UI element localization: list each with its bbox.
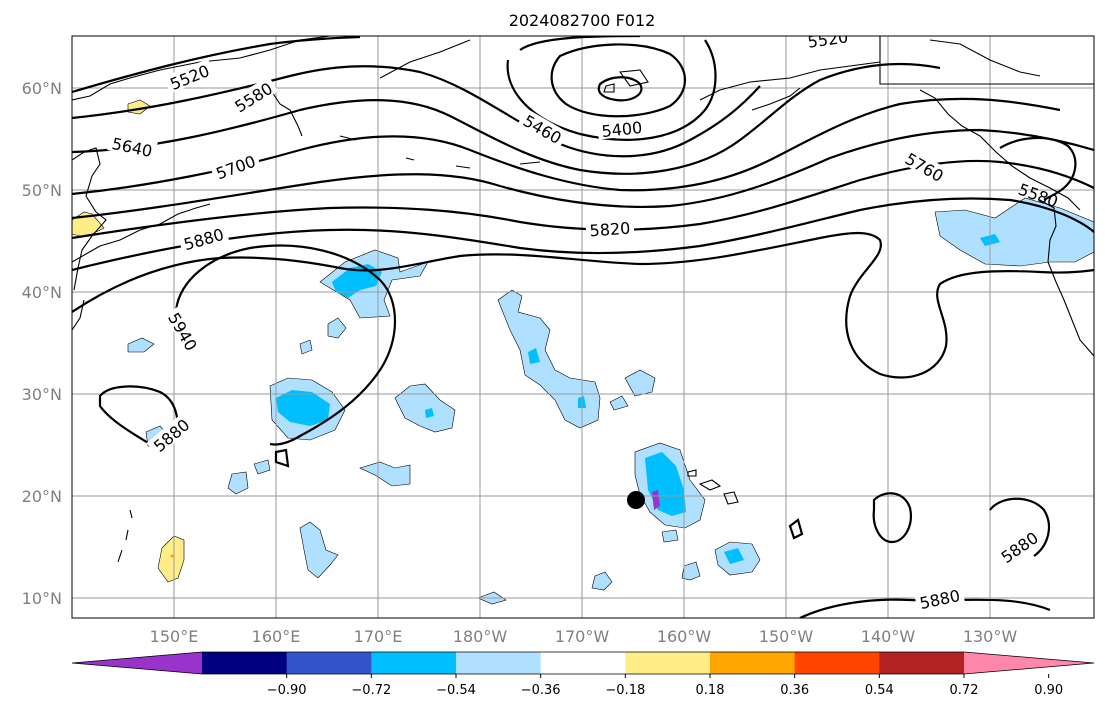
colorbar-bin [371, 652, 457, 674]
colorbar: −0.90 −0.72 −0.54 −0.36 −0.18 0.18 0.36 0.54 0.7… [71, 651, 1095, 698]
colorbar-bin [625, 652, 711, 674]
colorbar-bin [540, 652, 626, 674]
lon-label: 160°W [657, 627, 712, 646]
map-area [72, 36, 1094, 618]
contour-label: 5400 [601, 118, 643, 141]
lon-label: 130°W [963, 627, 1018, 646]
colorbar-tick-label: −0.72 [351, 683, 391, 698]
colorbar-outline [71, 651, 1095, 675]
colorbar-bin [286, 652, 372, 674]
lat-label: 50°N [22, 181, 62, 200]
coastlines [72, 36, 1094, 563]
colorbar-tick-label: −0.90 [267, 683, 307, 698]
lat-label: 60°N [22, 79, 62, 98]
colorbar-bin [456, 652, 542, 674]
colorbar-bin [879, 652, 965, 674]
longitude-labels: 150°E 160°E 170°E 180°W 170°W 160°W 150°… [150, 627, 1018, 646]
lat-label: 10°N [22, 589, 62, 608]
colorbar-tick-label: 0.54 [865, 683, 894, 698]
contour-label: 5820 [589, 219, 631, 241]
map-frame [71, 35, 1095, 619]
lon-label: 150°W [759, 627, 814, 646]
lat-label: 20°N [22, 487, 62, 506]
lon-label: 170°E [354, 627, 403, 646]
colorbar-bin [794, 652, 880, 674]
height-contours [72, 36, 1094, 618]
lon-label: 150°E [150, 627, 199, 646]
colorbar-bin [202, 652, 288, 674]
colorbar-tick-label: −0.36 [521, 683, 561, 698]
lon-label: 180°W [453, 627, 508, 646]
lon-label: 160°E [252, 627, 301, 646]
colorbar-bin [710, 652, 796, 674]
latitude-labels: 10°N 20°N 30°N 40°N 50°N 60°N [22, 79, 62, 608]
map-title: 2024082700 F012 [509, 11, 656, 30]
lon-label: 170°W [555, 627, 610, 646]
colorbar-tick-label: 0.18 [696, 683, 725, 698]
colorbar-tick-label: −0.18 [605, 683, 645, 698]
colorbar-extend-low [72, 652, 202, 674]
colorbar-tick-label: 0.90 [1034, 683, 1063, 698]
colorbar-tick-label: 0.72 [950, 683, 979, 698]
purple-shading [652, 490, 660, 510]
colorbar-extend-high [964, 652, 1094, 674]
colorbar-tick-label: −0.54 [436, 683, 476, 698]
lat-label: 30°N [22, 385, 62, 404]
lon-label: 140°W [861, 627, 916, 646]
colorbar-tick-label: 0.36 [780, 683, 809, 698]
location-marker [627, 491, 645, 509]
lat-label: 40°N [22, 283, 62, 302]
